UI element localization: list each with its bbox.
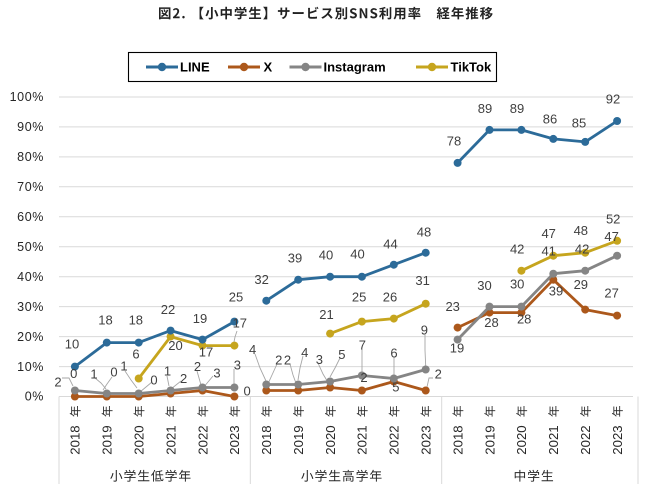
svg-text:2: 2: [275, 353, 282, 368]
svg-text:9: 9: [421, 322, 428, 337]
svg-text:40: 40: [319, 247, 333, 262]
svg-text:2019: 2019: [291, 425, 306, 454]
svg-text:28: 28: [517, 312, 531, 327]
svg-text:Instagram: Instagram: [324, 60, 386, 75]
svg-text:89: 89: [478, 101, 492, 116]
svg-text:2: 2: [194, 359, 201, 374]
svg-text:2022: 2022: [387, 425, 402, 454]
svg-text:31: 31: [415, 273, 429, 288]
svg-text:70%: 70%: [17, 180, 44, 194]
svg-text:2021: 2021: [355, 425, 370, 454]
svg-text:2020: 2020: [132, 425, 147, 454]
svg-text:2018: 2018: [259, 425, 274, 454]
svg-text:5: 5: [392, 380, 399, 395]
svg-text:80%: 80%: [17, 150, 44, 164]
svg-text:19: 19: [193, 311, 207, 326]
svg-text:17: 17: [233, 315, 247, 330]
svg-text:52: 52: [606, 212, 620, 227]
svg-text:2022: 2022: [195, 425, 210, 454]
svg-text:2: 2: [284, 353, 291, 368]
svg-text:7: 7: [359, 337, 366, 352]
svg-text:20: 20: [168, 338, 182, 353]
svg-text:50%: 50%: [17, 240, 44, 254]
svg-text:21: 21: [319, 307, 333, 322]
svg-text:30%: 30%: [17, 300, 44, 314]
svg-text:3: 3: [316, 352, 323, 367]
svg-text:40: 40: [350, 246, 364, 261]
svg-text:29: 29: [574, 277, 588, 292]
svg-text:2020: 2020: [323, 425, 338, 454]
svg-text:17: 17: [199, 344, 213, 359]
svg-text:2021: 2021: [163, 425, 178, 454]
svg-text:2020: 2020: [514, 425, 529, 454]
svg-text:1: 1: [164, 363, 171, 378]
svg-text:30: 30: [510, 277, 524, 292]
svg-text:0: 0: [110, 364, 117, 379]
svg-text:42: 42: [510, 242, 524, 257]
svg-text:48: 48: [574, 223, 588, 238]
svg-text:2023: 2023: [227, 425, 242, 454]
svg-text:48: 48: [417, 224, 431, 239]
svg-text:41: 41: [541, 243, 555, 258]
svg-text:X: X: [264, 60, 273, 75]
svg-text:0: 0: [150, 372, 157, 387]
svg-text:39: 39: [288, 250, 302, 265]
svg-text:0: 0: [70, 366, 77, 381]
svg-text:TikTok: TikTok: [451, 60, 492, 75]
svg-text:89: 89: [510, 101, 524, 116]
svg-text:25: 25: [352, 289, 366, 304]
svg-text:47: 47: [604, 229, 618, 244]
svg-text:3: 3: [213, 365, 220, 380]
svg-text:26: 26: [383, 289, 397, 304]
svg-text:30: 30: [477, 278, 491, 293]
svg-text:6: 6: [390, 345, 397, 360]
svg-text:4: 4: [301, 345, 308, 360]
svg-text:18: 18: [98, 312, 112, 327]
svg-text:2: 2: [180, 371, 187, 386]
svg-text:LINE: LINE: [180, 60, 210, 75]
svg-text:100%: 100%: [10, 90, 44, 104]
svg-text:40%: 40%: [17, 270, 44, 284]
svg-text:3: 3: [234, 357, 241, 372]
svg-text:22: 22: [161, 302, 175, 317]
svg-text:85: 85: [572, 115, 586, 130]
svg-text:2023: 2023: [610, 425, 625, 454]
svg-text:25: 25: [229, 289, 243, 304]
svg-text:2018: 2018: [68, 425, 83, 454]
svg-text:60%: 60%: [17, 210, 44, 224]
svg-text:0: 0: [243, 383, 250, 398]
svg-text:5: 5: [338, 347, 345, 362]
svg-text:42: 42: [575, 242, 589, 257]
svg-text:39: 39: [549, 284, 563, 299]
svg-text:2022: 2022: [578, 425, 593, 454]
svg-text:1: 1: [90, 366, 97, 381]
svg-text:28: 28: [484, 315, 498, 330]
svg-text:2021: 2021: [546, 425, 561, 454]
svg-text:92: 92: [606, 91, 620, 106]
svg-text:2: 2: [360, 370, 367, 385]
svg-text:78: 78: [447, 133, 461, 148]
svg-text:1: 1: [120, 358, 127, 373]
svg-text:2019: 2019: [100, 425, 115, 454]
svg-text:6: 6: [132, 346, 139, 361]
svg-text:10: 10: [65, 336, 79, 351]
svg-text:4: 4: [249, 342, 256, 357]
svg-text:32: 32: [254, 272, 268, 287]
svg-text:2019: 2019: [482, 425, 497, 454]
svg-text:44: 44: [383, 236, 397, 251]
svg-text:2: 2: [54, 374, 61, 389]
svg-text:19: 19: [450, 340, 464, 355]
svg-text:23: 23: [445, 299, 459, 314]
svg-text:0%: 0%: [25, 390, 44, 404]
svg-text:86: 86: [543, 111, 557, 126]
svg-text:90%: 90%: [17, 120, 44, 134]
svg-text:2: 2: [435, 367, 442, 382]
svg-text:47: 47: [541, 226, 555, 241]
svg-text:10%: 10%: [17, 360, 44, 374]
svg-text:2023: 2023: [419, 425, 434, 454]
svg-text:2018: 2018: [450, 425, 465, 454]
svg-text:20%: 20%: [17, 330, 44, 344]
svg-text:18: 18: [129, 312, 143, 327]
svg-text:27: 27: [604, 286, 618, 301]
